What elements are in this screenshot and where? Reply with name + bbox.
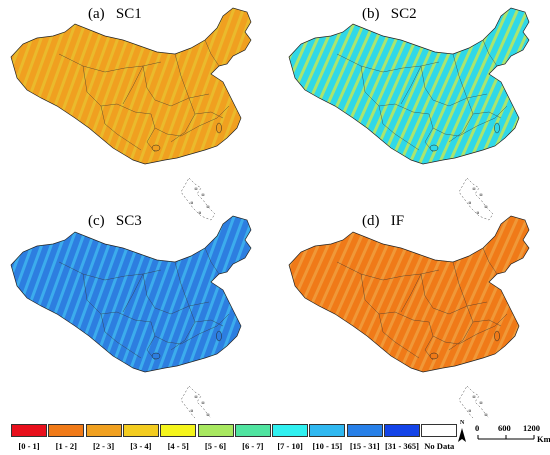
legend-item: No Data (418, 424, 460, 451)
legend-swatch (346, 424, 383, 437)
legend-label: [6 - 7] (242, 441, 264, 451)
legend-label: No Data (424, 441, 455, 451)
legend-label: [31 - 365] (385, 441, 419, 451)
south-china-sea-islands (180, 177, 216, 221)
legend-swatch (309, 424, 346, 437)
map-panel-1 (10, 7, 252, 221)
hainan-island (151, 352, 161, 360)
north-arrow-icon (458, 428, 466, 442)
taiwan-island (494, 330, 500, 342)
south-china-sea-islands (458, 385, 494, 418)
legend-item: [5 - 6] (195, 424, 237, 451)
legend-swatch (11, 424, 47, 437)
south-china-sea-islands (458, 177, 494, 221)
panel-label-3: (c) SC3 (88, 213, 142, 229)
legend-swatch (234, 424, 271, 437)
hainan-island (151, 144, 161, 152)
hainan-island (429, 144, 439, 152)
taiwan-island (494, 122, 500, 134)
legend-swatch (272, 424, 309, 437)
legend-label: [4 - 5] (167, 441, 189, 451)
scale-tick-0: 0 (475, 423, 480, 433)
legend-label: [5 - 6] (204, 441, 227, 451)
legend-swatch (122, 424, 159, 437)
scale-unit: Km (537, 434, 550, 444)
legend-swatch (197, 424, 234, 437)
legend-label: [3 - 4] (130, 441, 152, 451)
legend-label: [1 - 2] (55, 441, 77, 451)
taiwan-island (216, 330, 222, 342)
legend-item: [0 - 1] (8, 424, 50, 451)
panel-label-4: (d) IF (362, 213, 405, 229)
legend-item: [4 - 5] (157, 424, 199, 451)
legend-swatch (48, 424, 85, 437)
china-region-fill (288, 7, 530, 165)
legend: [0 - 1] [1 - 2] [2 - 3] [3 - 4] [4 - 5] [5 - … (0, 418, 550, 455)
legend-label: [2 - 3] (92, 441, 115, 451)
legend-label: [0 - 1] (18, 441, 40, 451)
scale-bar: N 0 600 1200 Km (452, 420, 550, 452)
south-china-sea-islands (180, 385, 216, 418)
panel-label-1: (a) SC1 (88, 6, 142, 22)
legend-item: [1 - 2] (45, 424, 87, 451)
china-region-fill (288, 215, 530, 373)
legend-item: [10 - 15] (306, 424, 348, 451)
legend-item: [15 - 31] (344, 424, 386, 451)
legend-item: [2 - 3] (83, 424, 125, 451)
legend-item: [6 - 7] (232, 424, 274, 451)
map-panel-3 (10, 215, 252, 418)
legend-swatch (160, 424, 197, 437)
china-region-fill (10, 7, 252, 165)
north-label: N (460, 420, 465, 426)
legend-swatch (85, 424, 122, 437)
panel-label-2: (b) SC2 (362, 6, 417, 22)
map-panel-4 (288, 215, 530, 418)
legend-swatch (421, 424, 458, 437)
legend-item: [7 - 10] (269, 424, 311, 451)
legend-label: [15 - 31] (349, 441, 380, 451)
legend-swatch (384, 424, 420, 437)
scale-tick-1200: 1200 (523, 423, 540, 433)
hainan-island (429, 352, 439, 360)
china-region-fill (10, 215, 252, 373)
legend-label: [7 - 10] (277, 441, 303, 451)
map-panel-2 (288, 7, 530, 221)
legend-item: [31 - 365] (381, 424, 423, 451)
legend-item: [3 - 4] (120, 424, 162, 451)
scale-tick-600: 600 (498, 423, 511, 433)
taiwan-island (216, 122, 222, 134)
map-grid (10, 7, 530, 418)
legend-label: [10 - 15] (312, 441, 343, 451)
